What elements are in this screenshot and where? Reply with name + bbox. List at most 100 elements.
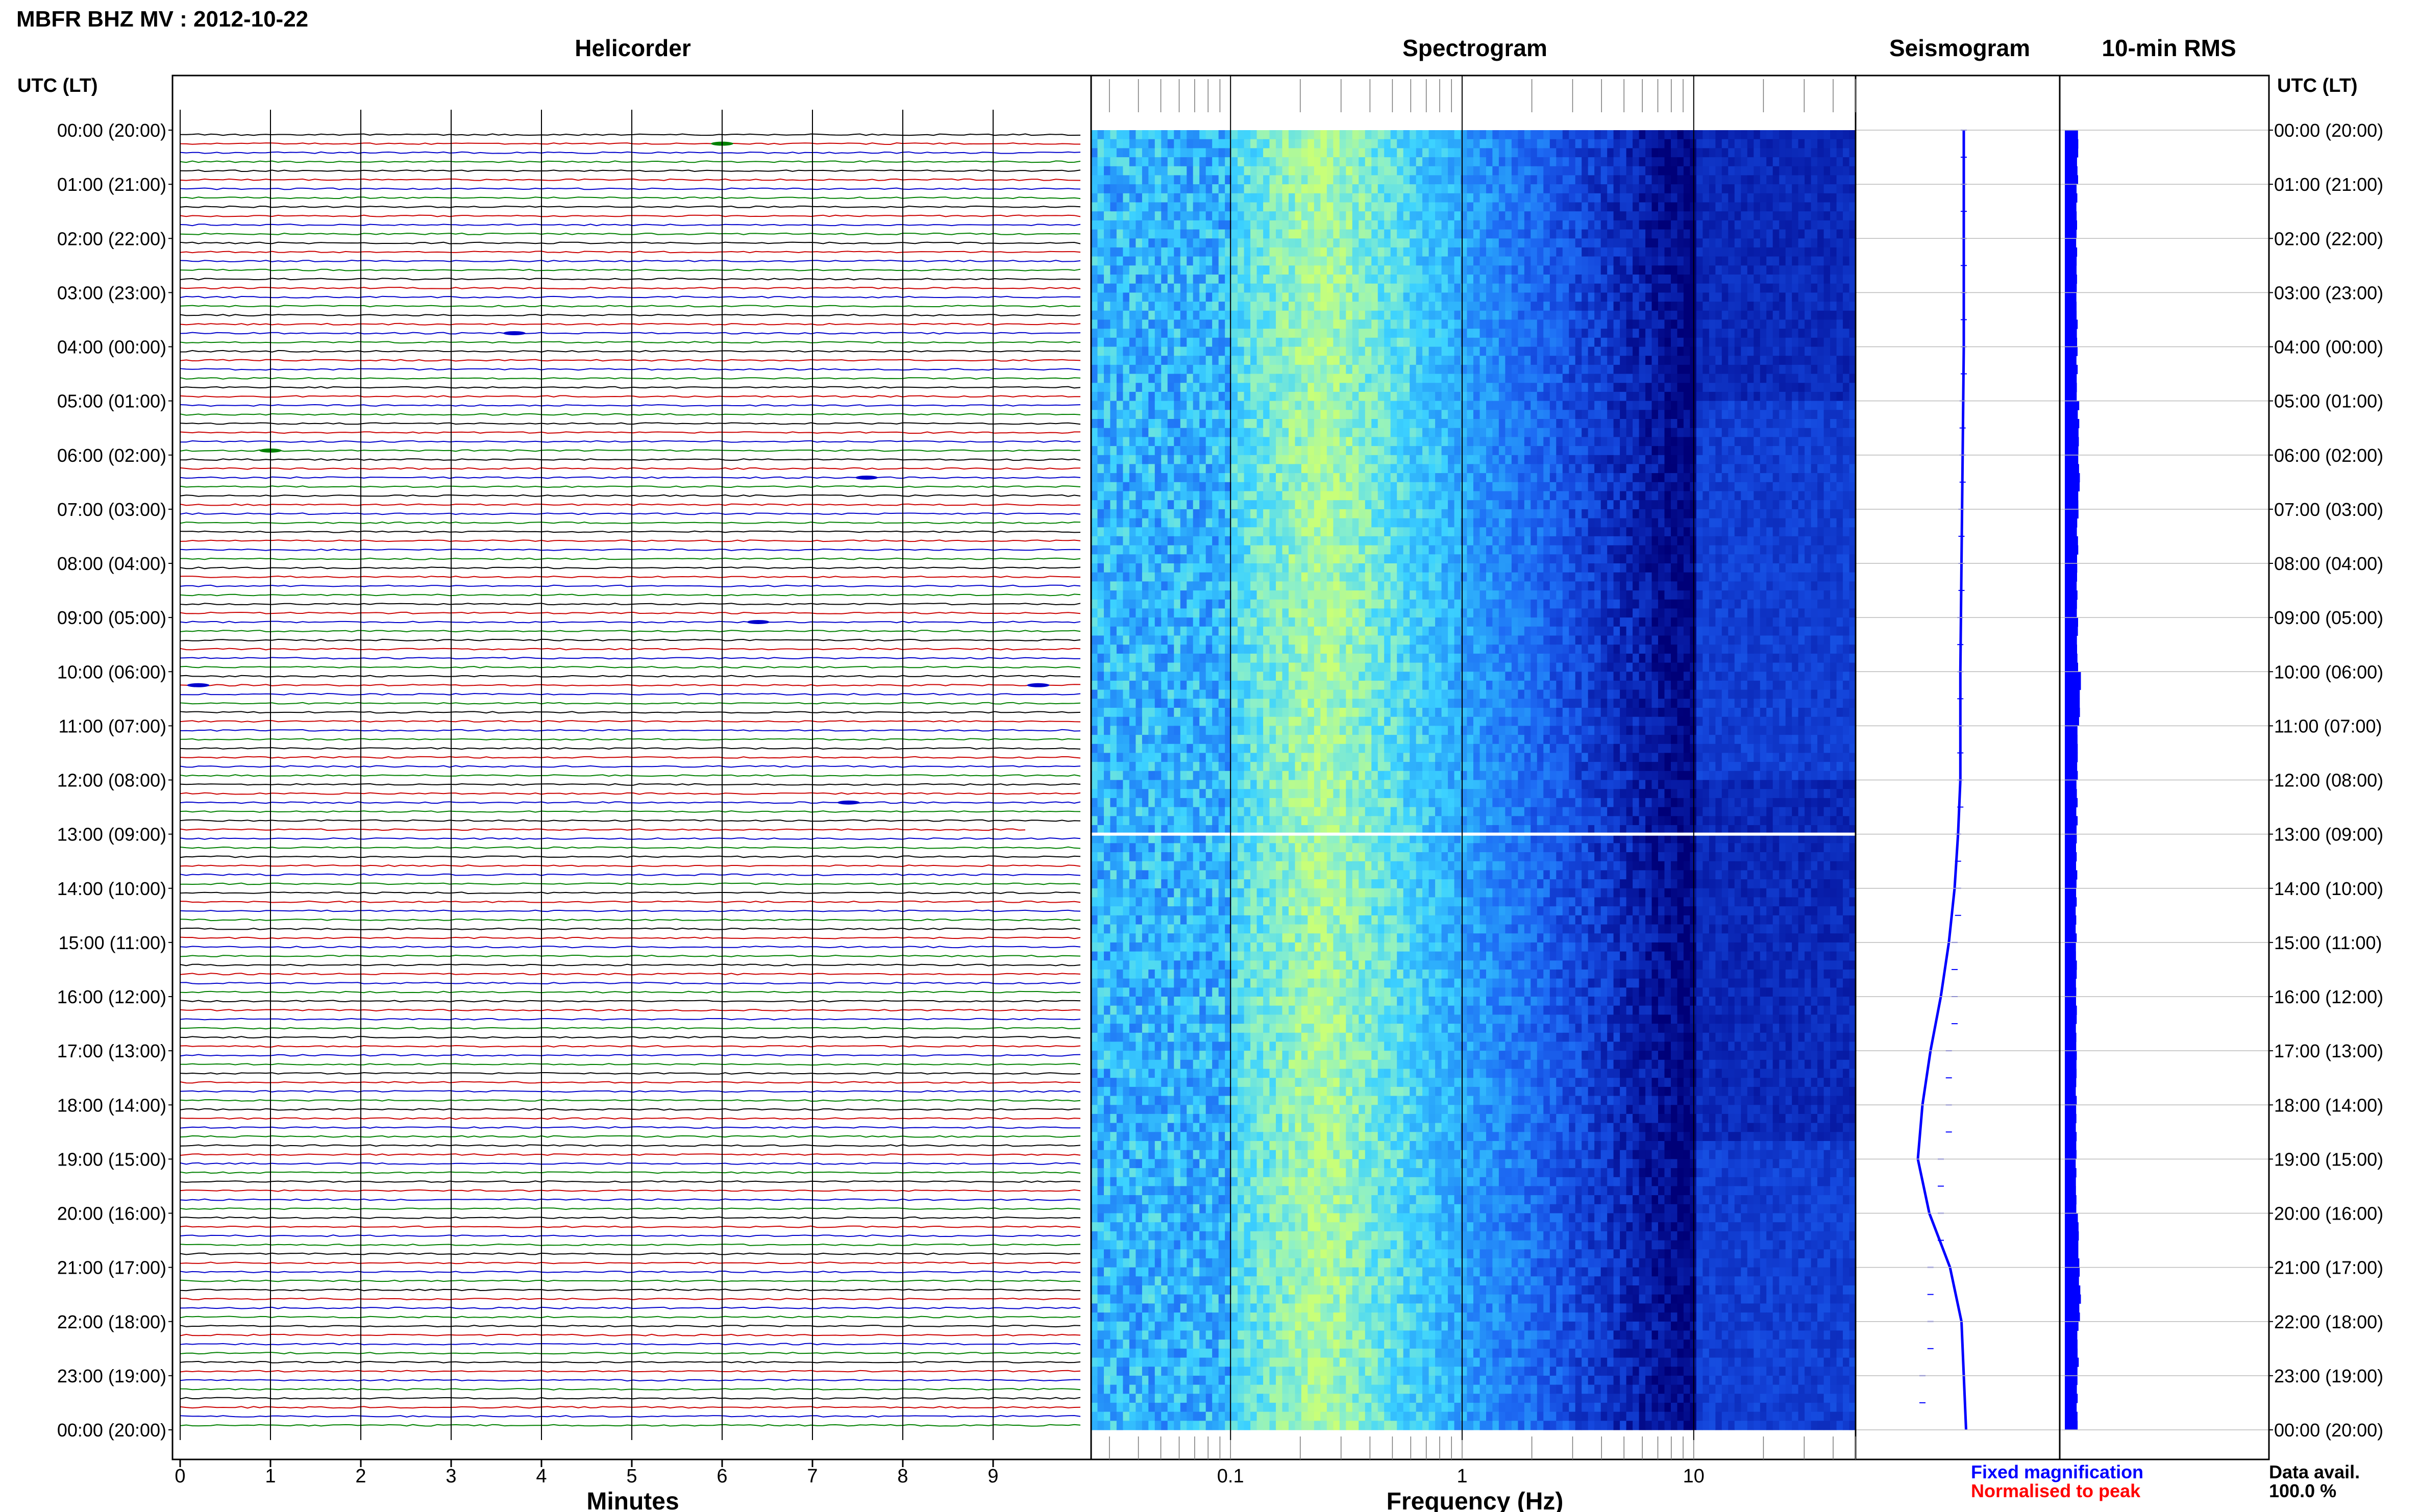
spectrogram-cell	[1461, 337, 1468, 348]
spectrogram-cell	[1326, 455, 1334, 465]
spectrogram-cell	[1416, 383, 1423, 392]
spectrogram-cell	[1454, 256, 1461, 266]
spectrogram-cell	[1486, 275, 1493, 284]
spectrogram-cell	[1238, 337, 1245, 348]
spectrogram-cell	[1511, 130, 1518, 140]
spectrogram-cell	[1562, 491, 1569, 501]
spectrogram-cell	[1779, 419, 1786, 429]
spectrogram-cell	[1524, 419, 1531, 429]
spectrogram-cell	[1359, 175, 1366, 185]
spectrogram-cell	[1549, 329, 1557, 338]
spectrogram-cell	[1556, 401, 1563, 410]
spectrogram-cell	[1467, 464, 1474, 474]
spectrogram-cell	[1613, 482, 1620, 492]
spectrogram-cell	[1549, 410, 1557, 419]
spectrogram-cell	[1823, 364, 1831, 375]
spectrogram-cell	[1448, 356, 1455, 365]
spectrogram-cell	[1314, 410, 1321, 419]
spectrogram-cell	[1384, 455, 1391, 465]
spectrogram-cell	[1435, 482, 1442, 492]
spectrogram-cell	[1633, 166, 1640, 176]
spectrogram-cell	[1741, 455, 1748, 465]
spectrogram-cell	[1505, 401, 1512, 410]
spectrogram-cell	[1320, 391, 1327, 402]
spectrogram-cell	[1454, 419, 1461, 429]
spectrogram-cell	[1097, 166, 1104, 176]
spectrogram-cell	[1524, 374, 1531, 383]
spectrogram-cell	[1728, 247, 1735, 257]
spectrogram-cell	[1811, 473, 1818, 483]
spectrogram-cell	[1721, 473, 1729, 483]
spectrogram-cell	[1314, 157, 1321, 167]
spectrogram-cell	[1562, 410, 1569, 419]
spectrogram-cell	[1377, 229, 1385, 239]
spectrogram-cell	[1543, 283, 1550, 293]
spectrogram-cell	[1639, 256, 1646, 266]
spectrogram-cell	[1664, 356, 1671, 365]
spectrogram-cell	[1180, 166, 1187, 176]
spectrogram-cell	[1696, 337, 1703, 348]
spectrogram-cell	[1792, 337, 1799, 348]
spectrogram-cell	[1276, 374, 1283, 383]
spectrogram-cell	[1142, 410, 1149, 419]
spectrogram-cell	[1320, 283, 1327, 293]
spectrogram-cell	[1817, 229, 1824, 239]
spectrogram-cell	[1371, 292, 1378, 302]
spectrogram-cell	[1136, 130, 1143, 140]
spectrogram-cell	[1556, 211, 1563, 221]
spectrogram-cell	[1167, 455, 1174, 465]
spectrogram-cell	[1524, 329, 1531, 338]
spectrogram-cell	[1123, 364, 1130, 375]
spectrogram-cell	[1295, 428, 1302, 437]
spectrogram-cell	[1377, 464, 1385, 474]
spectrogram-cell	[1359, 346, 1366, 356]
spectrogram-cell	[1365, 211, 1372, 221]
spectrogram-cell	[1658, 184, 1665, 194]
spectrogram-cell	[1148, 500, 1155, 510]
spectrogram-cell	[1180, 256, 1187, 266]
spectrogram-cell	[1772, 193, 1780, 203]
spectrogram-cell	[1792, 455, 1799, 465]
spectrogram-cell	[1352, 310, 1359, 320]
spectrogram-cell	[1467, 482, 1474, 492]
spectrogram-cell	[1524, 410, 1531, 419]
spectrogram-cell	[1760, 319, 1767, 329]
spectrogram-cell	[1779, 329, 1786, 338]
spectrogram-cell	[1339, 383, 1346, 392]
spectrogram-cell	[1441, 283, 1448, 293]
spectrogram-cell	[1250, 139, 1257, 148]
spectrogram-cell	[1397, 229, 1404, 239]
spectrogram-cell	[1454, 157, 1461, 167]
spectrogram-cell	[1123, 166, 1130, 176]
spectrogram-cell	[1307, 319, 1315, 329]
spectrogram-cell	[1626, 283, 1633, 293]
spectrogram-cell	[1651, 346, 1659, 356]
spectrogram-cell	[1129, 247, 1136, 257]
spectrogram-cell	[1301, 220, 1308, 230]
spectrogram-cell	[1779, 302, 1786, 311]
spectrogram-cell	[1715, 419, 1722, 429]
spectrogram-cell	[1766, 175, 1773, 185]
spectrogram-cell	[1798, 337, 1805, 348]
spectrogram-cell	[1607, 329, 1614, 338]
spectrogram-cell	[1645, 157, 1652, 167]
spectrogram-cell	[1352, 464, 1359, 474]
spectrogram-cell	[1811, 356, 1818, 365]
spectrogram-cell	[1129, 193, 1136, 203]
spectrogram-cell	[1116, 401, 1123, 410]
spectrogram-cell	[1721, 166, 1729, 176]
spectrogram-cell	[1339, 374, 1346, 383]
spectrogram-cell	[1792, 428, 1799, 437]
spectrogram-cell	[1231, 175, 1238, 185]
spectrogram-cell	[1154, 319, 1162, 329]
spectrogram-cell	[1651, 148, 1659, 158]
spectrogram-cell	[1702, 139, 1710, 148]
spectrogram-cell	[1772, 175, 1780, 185]
spectrogram-cell	[1276, 157, 1283, 167]
spectrogram-cell	[1441, 247, 1448, 257]
spectrogram-cell	[1734, 356, 1741, 365]
spectrogram-cell	[1307, 437, 1315, 447]
spectrogram-cell	[1664, 446, 1671, 456]
spectrogram-cell	[1683, 283, 1690, 293]
spectrogram-cell	[1256, 364, 1264, 375]
